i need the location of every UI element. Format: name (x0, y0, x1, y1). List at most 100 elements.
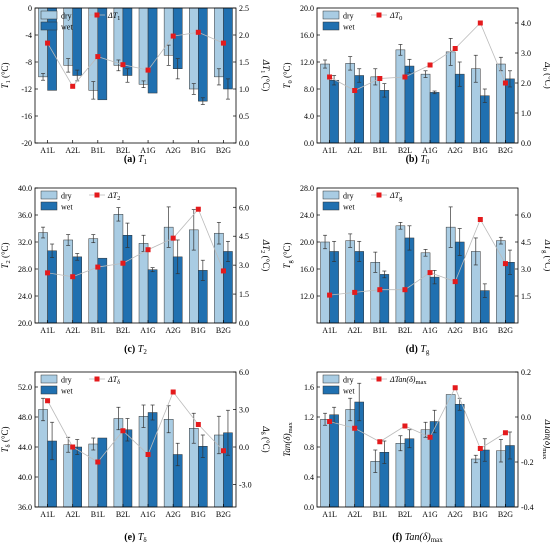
legend-swatch-wet (40, 201, 58, 211)
x-tick-label: A2L (65, 510, 80, 519)
bar-wet-A2L (354, 251, 364, 324)
panel-caption: (f) Tan(δ)max (392, 532, 443, 544)
y-tick-label: 40.0 (18, 184, 32, 193)
y-tick-label: 8.0 (304, 85, 314, 94)
y2-axis-label: Δδ (°C) (259, 425, 271, 452)
legend-swatch-wet (322, 201, 340, 211)
y2-tick-label: 6.0 (239, 203, 249, 212)
delta-point-A1G (427, 62, 433, 68)
x-tick-label: A2G (165, 510, 181, 519)
bar-wet-A2L (72, 256, 82, 324)
y-tick-label: 32.0 (18, 238, 32, 247)
delta-point-B1G (477, 217, 483, 222)
y-tick-label: 1.2 (304, 413, 314, 422)
x-tick-label: A1L (322, 326, 337, 335)
delta-point-A1L (327, 419, 333, 424)
bar-dry-B1L (88, 443, 99, 508)
x-tick-label: A1G (422, 326, 438, 335)
delta-point-A2G (452, 385, 458, 391)
delta-point-A2G (452, 46, 458, 51)
delta-point-A1G (145, 452, 151, 457)
plot-frame (34, 187, 237, 324)
bar-wet-B1L (97, 7, 108, 101)
y-tick-label: -20 (21, 139, 32, 148)
y-axis-label: Tg (°C) (282, 242, 294, 268)
y-tick-label: 0 (28, 4, 32, 13)
y-tick-label: 1.6 (304, 383, 314, 392)
delta-line (47, 31, 224, 87)
x-tick-label: A2L (347, 510, 362, 519)
y2-tick-label: 4.5 (521, 238, 531, 247)
y2-tick-label: 0.0 (239, 319, 249, 328)
legend-swatch-wet (322, 21, 340, 31)
y2-tick-label: 1.0 (239, 85, 249, 94)
panel-caption: (d) Tg (406, 344, 430, 356)
y2-tick-label: -0.4 (521, 503, 534, 512)
legend-label-delta: ΔT0 (389, 11, 402, 22)
delta-point-B2G (502, 430, 508, 436)
x-tick-label: A2L (65, 146, 80, 155)
y2-tick-label: 1.5 (239, 58, 249, 67)
bar-dry-A2L (63, 444, 73, 508)
legend-label-dry: dry (343, 376, 354, 385)
y2-tick-label: 0.0 (521, 413, 531, 422)
x-tick-label: B1L (373, 326, 387, 335)
legend-label-dry: dry (343, 12, 354, 21)
bar-dry-A1G (138, 243, 149, 324)
delta-point-A1L (45, 270, 51, 276)
delta-point-A2G (170, 33, 176, 39)
delta-point-B1G (195, 422, 201, 427)
y2-tick-label: 2.0 (521, 79, 531, 88)
delta-point-A2L (70, 444, 76, 450)
bar-dry-A2L (63, 239, 73, 324)
bar-wet-B2L (122, 235, 133, 324)
delta-point-B1L (95, 264, 101, 270)
x-tick-label: B2G (498, 146, 513, 155)
y-tick-label: 4.0 (304, 112, 314, 121)
x-tick-label: A2G (447, 326, 463, 335)
x-tick-label: B2L (116, 510, 130, 519)
bar-dry-B2G (496, 63, 506, 144)
y2-tick-label: 3.0 (521, 49, 531, 58)
x-tick-label: A2G (165, 326, 181, 335)
y2-tick-label: 3.0 (239, 261, 249, 270)
x-tick-label: B1L (373, 510, 387, 519)
delta-point-A2G (170, 389, 176, 395)
x-tick-label: B1G (191, 146, 206, 155)
bar-dry-A1G (420, 429, 431, 508)
y-tick-label: 0.4 (304, 473, 314, 482)
y2-tick-label: 0.0 (521, 139, 531, 148)
bar-wet-A1L (47, 7, 57, 91)
delta-point-A1L (327, 292, 333, 298)
bar-dry-B2L (113, 214, 124, 324)
bar-dry-A1G (138, 7, 149, 85)
x-tick-label: A2G (165, 146, 181, 155)
delta-point-A1L (45, 40, 51, 46)
bar-dry-A1L (320, 419, 330, 508)
delta-point-A2L (70, 274, 76, 280)
delta-point-B1L (377, 287, 383, 293)
legend-label-delta: ΔTan(δ)max (389, 375, 427, 386)
bar-dry-B2L (395, 225, 406, 324)
y2-tick-label: 4.0 (521, 19, 531, 28)
bar-wet-A2G (454, 404, 465, 508)
bar-wet-A1L (329, 414, 339, 508)
delta-point-B2L (120, 260, 126, 266)
legend-label-dry: dry (343, 192, 354, 201)
legend-swatch-dry (40, 10, 58, 20)
delta-point-B2G (502, 261, 508, 267)
delta-point-B1G (477, 20, 483, 26)
y2-tick-label: 0.2 (521, 368, 531, 377)
y2-axis-label: ΔTan(δ)max (541, 419, 550, 461)
y2-tick-label: -0.2 (521, 458, 534, 467)
bar-dry-B1L (370, 76, 381, 144)
delta-point-B2L (402, 74, 408, 80)
y-axis-label: Tan(δ)max (282, 421, 294, 456)
legend-marker-delta (94, 192, 100, 198)
y-tick-label: 0.0 (304, 503, 314, 512)
bar-dry-B1L (88, 238, 99, 324)
delta-line (329, 386, 506, 450)
x-tick-label: A1L (322, 510, 337, 519)
bar-wet-B2L (404, 438, 415, 508)
legend-label-delta: ΔTg (389, 191, 403, 202)
